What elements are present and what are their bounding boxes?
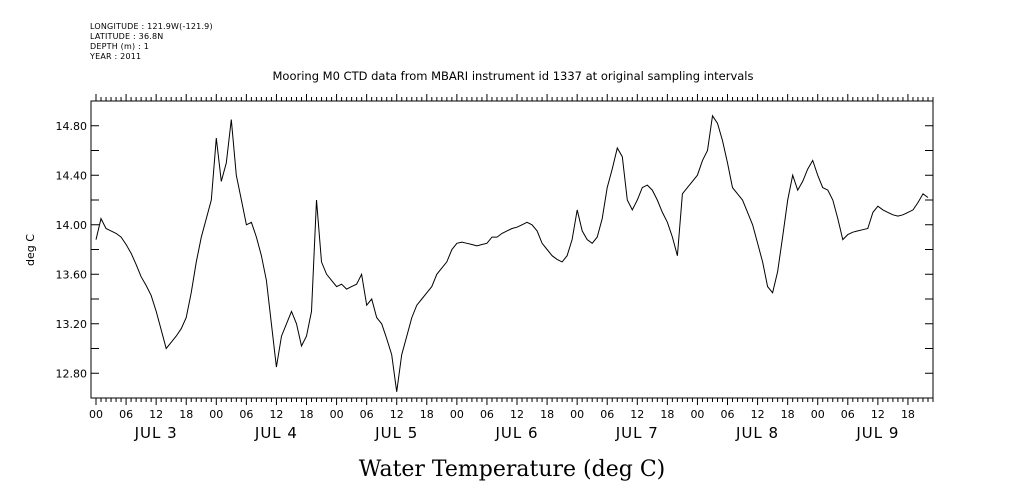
day-label: JUL 8 (735, 424, 779, 442)
x-tick-label: 12 (390, 408, 404, 421)
x-tick-label: 12 (751, 408, 765, 421)
x-tick-label: 00 (450, 408, 464, 421)
y-tick-label: 14.40 (56, 169, 88, 182)
y-tick-label: 14.80 (56, 120, 88, 133)
x-tick-label: 06 (360, 408, 374, 421)
y-tick-label: 13.20 (56, 318, 88, 331)
series-line (95, 114, 929, 392)
x-axis-label: Water Temperature (deg C) (359, 457, 666, 482)
day-label: JUL 6 (494, 424, 538, 442)
day-label: JUL 4 (254, 424, 298, 442)
chart-title: Mooring M0 CTD data from MBARI instrumen… (273, 69, 754, 83)
y-tick-label: 13.60 (56, 268, 88, 281)
x-tick-label: 00 (690, 408, 704, 421)
longitude-label: LONGITUDE : 121.9W(-121.9) (90, 22, 213, 31)
day-label: JUL 3 (134, 424, 178, 442)
y-axis-label: deg C (24, 234, 37, 266)
x-tick-label: 00 (209, 408, 223, 421)
x-tick-label: 12 (149, 408, 163, 421)
x-tick-label: 06 (721, 408, 735, 421)
x-tick-label: 18 (540, 408, 554, 421)
x-tick-label: 12 (510, 408, 524, 421)
x-tick-label: 12 (269, 408, 283, 421)
y-axis: 12.80 13.20 13.60 14.00 14.40 14.80 (56, 100, 933, 399)
x-tick-label: 12 (630, 408, 644, 421)
x-tick-label: 06 (600, 408, 614, 421)
y-tick-label: 14.00 (56, 219, 88, 232)
x-tick-label: 18 (781, 408, 795, 421)
x-tick-label: 06 (119, 408, 133, 421)
x-tick-label: 00 (570, 408, 584, 421)
depth-label: DEPTH (m) : 1 (90, 42, 149, 51)
metadata-block: LONGITUDE : 121.9W(-121.9) LATITUDE : 36… (90, 22, 213, 62)
x-tick-label: 18 (420, 408, 434, 421)
x-tick-label: 00 (811, 408, 825, 421)
x-tick-label: 06 (239, 408, 253, 421)
x-tick-label: 18 (901, 408, 915, 421)
x-axis: 00 06 12 18 00 06 12 18 00 06 12 18 00 06 12 18 00 06 12 18… (89, 94, 934, 442)
x-tick-label: 12 (871, 408, 885, 421)
x-tick-label: 18 (179, 408, 193, 421)
day-label: JUL 5 (374, 424, 418, 442)
x-tick-label: 06 (841, 408, 855, 421)
latitude-label: LATITUDE : 36.8N (90, 32, 164, 41)
x-tick-label: 06 (480, 408, 494, 421)
x-tick-label: 18 (300, 408, 314, 421)
y-tick-label: 12.80 (56, 367, 88, 380)
x-tick-label: 00 (89, 408, 103, 421)
day-label: JUL 7 (615, 424, 659, 442)
x-tick-label: 00 (330, 408, 344, 421)
day-label: JUL 9 (855, 424, 899, 442)
year-label: YEAR : 2011 (90, 52, 142, 61)
x-tick-label: 18 (660, 408, 674, 421)
